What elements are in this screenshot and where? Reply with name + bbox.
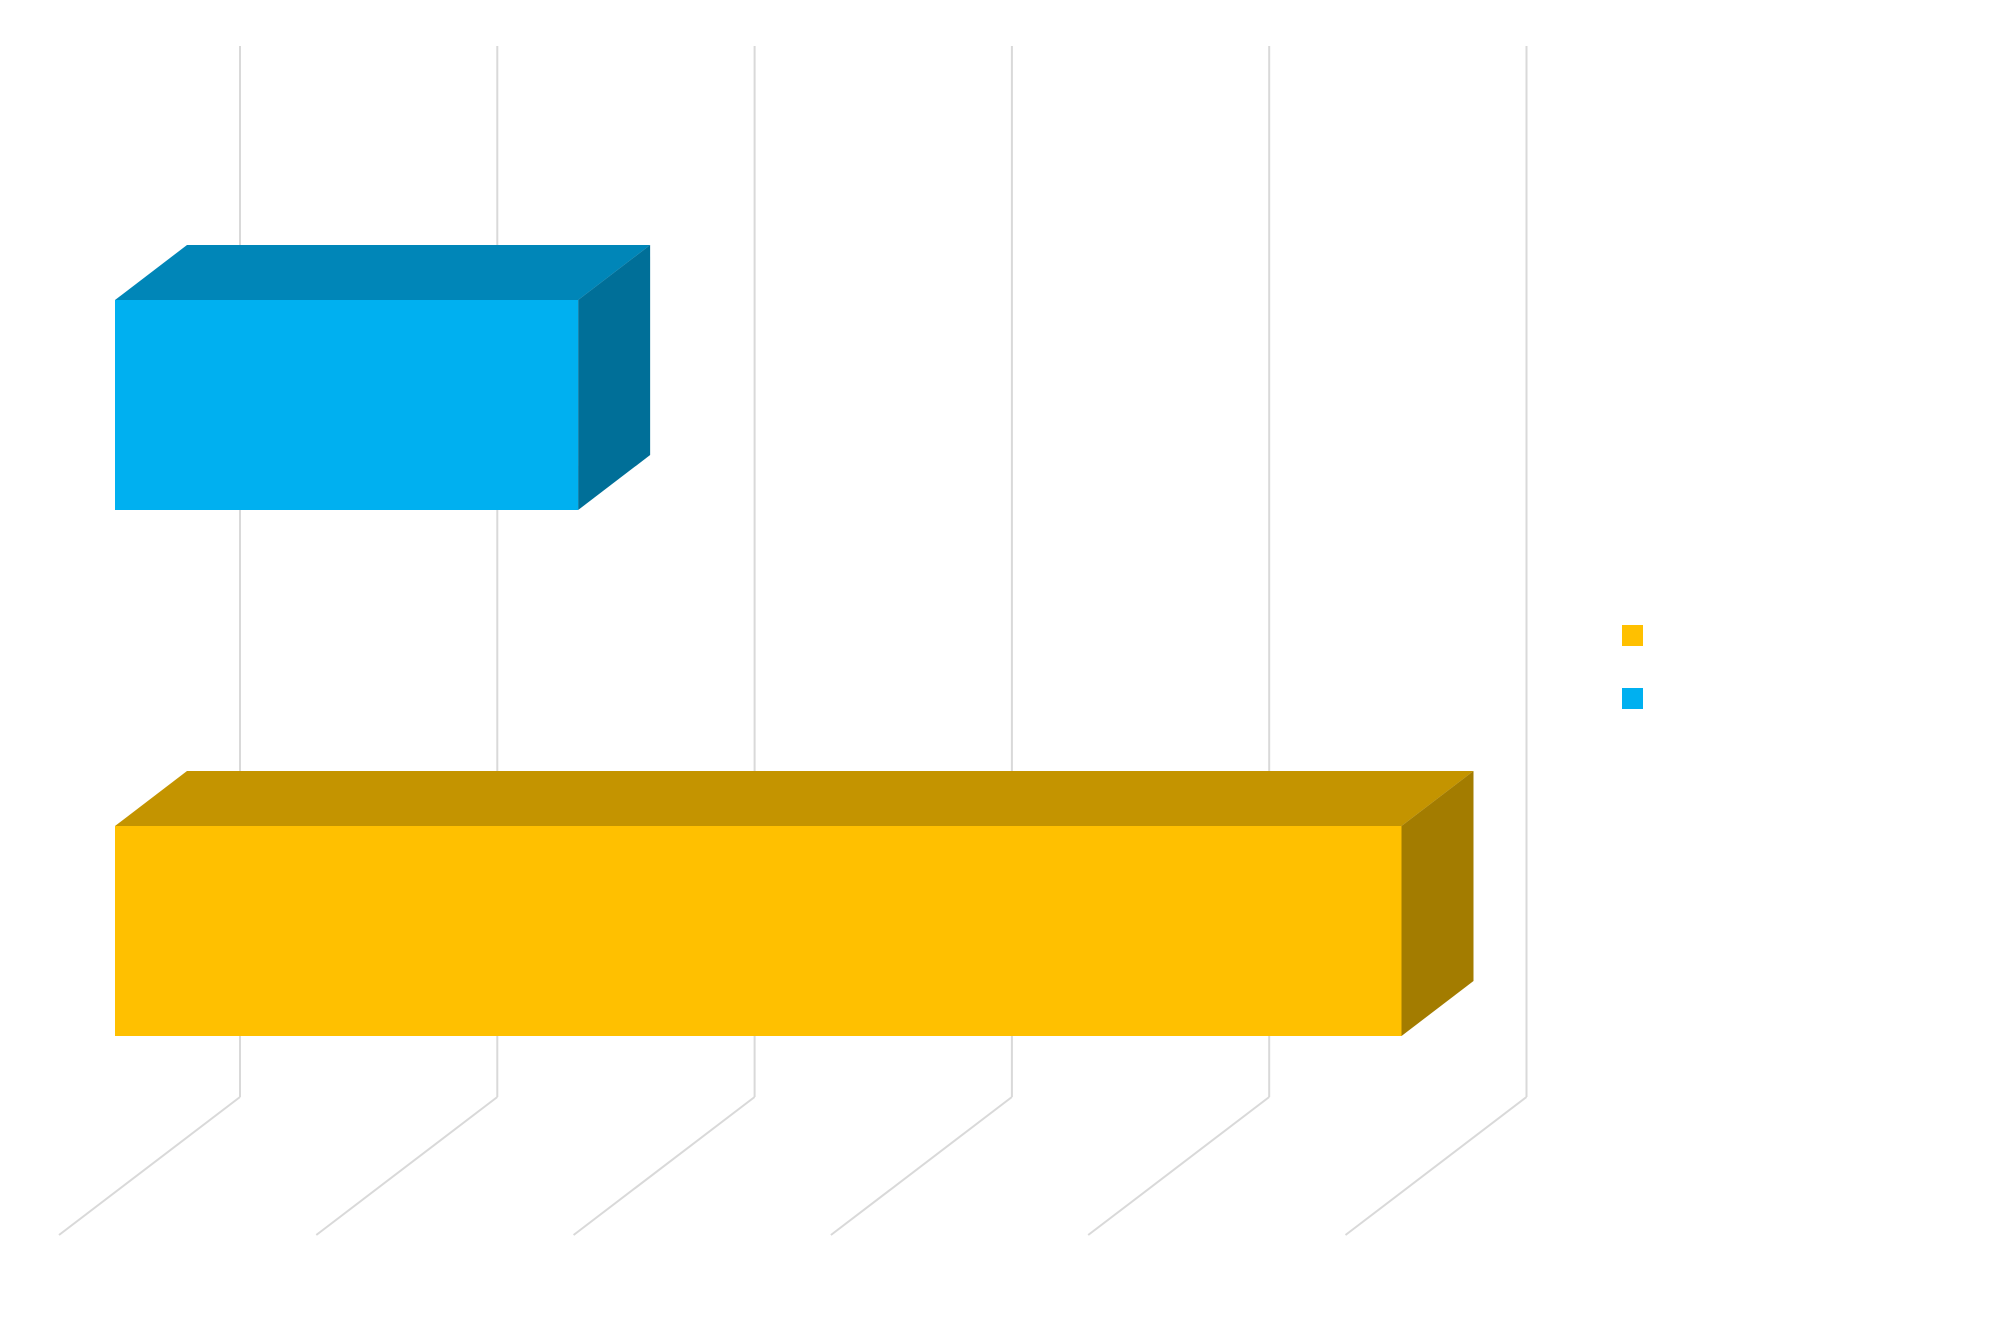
- bar: [115, 300, 579, 510]
- floor-gridline: [1087, 1096, 1270, 1236]
- legend-swatch: [1622, 688, 1643, 709]
- floor-gridline: [572, 1096, 756, 1236]
- floor-gridline: [1344, 1096, 1528, 1236]
- bar-top-face: [115, 771, 1474, 826]
- bar-side-face: [1401, 771, 1474, 1036]
- floor-gridline: [315, 1096, 498, 1236]
- bar-side-face: [578, 245, 651, 510]
- legend-swatch: [1622, 625, 1643, 646]
- bar-top-face: [115, 245, 651, 300]
- bar: [115, 826, 1402, 1036]
- floor-gridline: [830, 1096, 1013, 1236]
- floor-gridline: [58, 1096, 241, 1236]
